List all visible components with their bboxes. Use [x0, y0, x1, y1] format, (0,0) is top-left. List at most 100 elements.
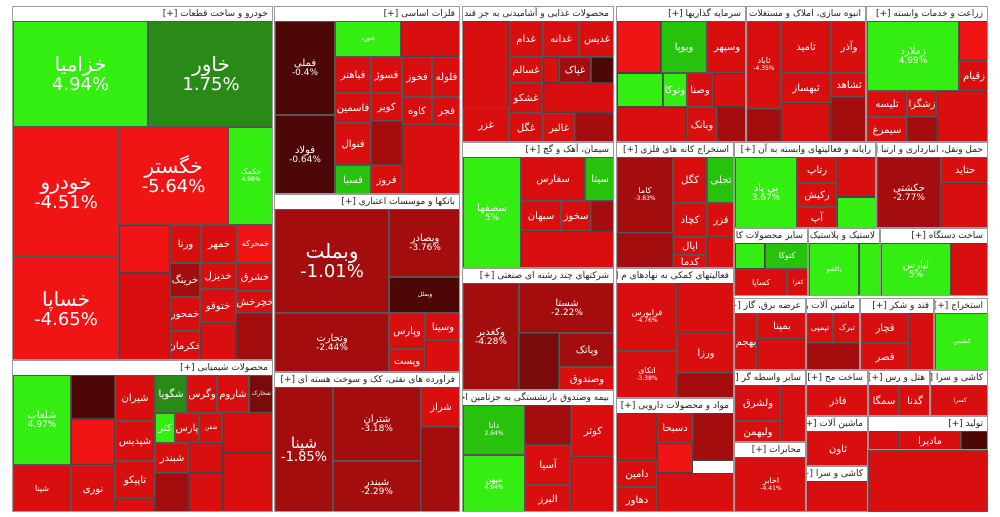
minor-tile[interactable]: [119, 273, 170, 359]
tile-1[interactable]: ویوپا: [661, 21, 707, 73]
sector-title[interactable]: ساخت مح [+]: [807, 371, 867, 386]
tile-10[interactable]: تاپیکو: [115, 461, 155, 499]
minor-tile[interactable]: [155, 473, 189, 511]
minor-tile[interactable]: [401, 21, 459, 57]
sector-pharma[interactable]: مواد و محصولات دارویی [+] دسبحا دامین ده…: [616, 398, 734, 512]
tile-5[interactable]: ایال: [673, 237, 707, 255]
sector-title[interactable]: هتل و رس [+]: [869, 371, 929, 386]
tile-9[interactable]: خرینگ: [170, 263, 200, 297]
minor-tile[interactable]: [831, 97, 865, 141]
tile-10[interactable]: خدیزل: [200, 263, 236, 289]
sector-title[interactable]: کاشی و سرا [+]: [931, 371, 987, 386]
sector-mining[interactable]: استخراج [+] کطبس: [934, 298, 988, 370]
sector-title[interactable]: فراورده های نفتی، کک و سوخت هسته ای [+]: [275, 373, 459, 388]
minor-tile[interactable]: [869, 431, 899, 449]
sector-title[interactable]: فلزات اساسی [+]: [275, 7, 459, 22]
tile-3[interactable]: آپ: [797, 207, 837, 227]
tile-1[interactable]: تبرک: [833, 313, 859, 343]
tile-3[interactable]: شگویا: [155, 375, 187, 413]
sector-title[interactable]: بانکها و موسسات اعتباری [+]: [275, 195, 459, 210]
tile-14[interactable]: ختوقو: [200, 289, 236, 323]
tile-7[interactable]: فجر: [432, 97, 459, 125]
minor-tile[interactable]: [657, 443, 693, 473]
minor-tile[interactable]: [677, 283, 733, 333]
sector-rubber-plastic[interactable]: لاستیک و پلاستیک [+] پاکشو: [808, 228, 880, 296]
tile-0[interactable]: قچار: [861, 313, 909, 343]
tile-0[interactable]: فاذر: [807, 385, 867, 415]
sector-title[interactable]: محصولات غذایی و آشامیدنی به جز قند و [+]: [463, 7, 613, 22]
tile-1[interactable]: حتاید: [941, 157, 987, 183]
tile-6[interactable]: کاوه: [402, 97, 432, 125]
minor-tile[interactable]: [907, 117, 937, 141]
sector-oil-products[interactable]: فراورده های نفتی، کک و سوخت هسته ای [+] …: [274, 372, 460, 512]
minor-tile[interactable]: [223, 413, 272, 453]
sector-investments[interactable]: سرمایه گذاریها [+] ویوپا وسپهر وتوکا وصن…: [616, 6, 746, 142]
sector-title[interactable]: قند و شکر [+]: [861, 299, 933, 314]
tile-0[interactable]: بهجم: [735, 313, 757, 369]
sector-title[interactable]: تولید [+]: [869, 417, 987, 432]
sector-title[interactable]: ماشین آلات [+]: [807, 417, 867, 432]
sector-real-estate[interactable]: انبوه سازی، املاک و مستغلات [+] ثاباد-4.…: [746, 6, 866, 142]
minor-tile[interactable]: [425, 341, 459, 371]
tile-0[interactable]: شلعاب 4.97%: [13, 375, 71, 465]
sector-title[interactable]: ماشین آلات و [+]: [807, 299, 859, 314]
minor-tile[interactable]: [543, 57, 559, 83]
tile-3[interactable]: سبهان: [521, 201, 561, 231]
tile-4[interactable]: فزر: [707, 203, 733, 237]
sector-title[interactable]: شرکتهای چند رشته ای صنعتی [+]: [463, 269, 613, 284]
tile-2[interactable]: خودرو -4.51%: [13, 127, 119, 257]
tile-11[interactable]: فسبا: [335, 165, 371, 193]
minor-tile[interactable]: [591, 201, 613, 231]
minor-tile[interactable]: [781, 385, 805, 441]
tile-2[interactable]: تلیسه: [867, 91, 907, 117]
tile-1[interactable]: سمگا: [869, 385, 899, 415]
minor-tile[interactable]: [837, 197, 875, 227]
sector-title[interactable]: فعالیتهای کمکی به نهادهای م [+]: [617, 269, 733, 284]
tile-0[interactable]: کگل: [673, 157, 707, 203]
sector-non-metallic-minerals[interactable]: سایر محصولات کانی غ [+] کتوکا کساپا کفرا: [734, 228, 808, 296]
tile-1[interactable]: وبصادر -3.76%: [389, 209, 459, 277]
sector-agriculture[interactable]: زراعت و خدمات وابسته [+] زملارد 4.99% زقی…: [866, 6, 988, 142]
tile-0[interactable]: کسرا: [931, 385, 987, 415]
sector-financial-support[interactable]: فعالیتهای کمکی به نهادهای م [+] فرابورس-…: [616, 268, 734, 398]
minor-tile[interactable]: [543, 83, 613, 113]
tile-12[interactable]: خچرخش: [236, 291, 272, 313]
tile-8[interactable]: خمحرکه: [237, 225, 272, 263]
tile-1[interactable]: شتران -3.18%: [333, 387, 421, 461]
minor-tile[interactable]: [937, 91, 987, 141]
tile-4[interactable]: البرز: [525, 485, 571, 511]
sector-chemicals[interactable]: محصولات شیمیایی [+] شلعاب 4.97% شپنا شیرا…: [12, 360, 273, 512]
minor-tile[interactable]: [959, 21, 987, 61]
tile-12[interactable]: شخارک: [249, 375, 272, 413]
sector-automotive[interactable]: خودرو و ساخت قطعات [+] خزامیا 4.94% خاور 1…: [12, 6, 273, 360]
tile-13[interactable]: شفن: [199, 413, 223, 443]
tile-3[interactable]: آسیا: [525, 445, 571, 485]
sector-misc[interactable]: کاشی و سرا [+] کسرا: [930, 370, 988, 416]
sector-title[interactable]: استخراج [+]: [935, 299, 987, 314]
tile-2[interactable]: کاما -3.83%: [617, 157, 673, 233]
tile-1[interactable]: فولاد -0.64%: [275, 115, 335, 193]
minor-tile[interactable]: [941, 183, 987, 227]
sector-title[interactable]: سایر واسطه گر [+]: [735, 371, 805, 386]
minor-tile[interactable]: [807, 481, 867, 511]
tile-1[interactable]: دامین: [617, 461, 657, 487]
minor-tile[interactable]: [71, 419, 115, 465]
minor-tile[interactable]: [591, 57, 613, 83]
tile-1[interactable]: کوثر: [571, 405, 613, 457]
tile-10[interactable]: فنوال: [335, 123, 371, 165]
tile-7[interactable]: خمهر: [201, 225, 237, 263]
tile-11[interactable]: خشرق: [236, 263, 272, 291]
tile-7[interactable]: کلر: [155, 413, 175, 443]
tile-0[interactable]: وکغدیر -4.28%: [463, 283, 519, 389]
sector-title[interactable]: سیمان، آهک و گچ [+]: [463, 143, 613, 158]
tile-2[interactable]: ورزا: [677, 333, 733, 373]
tile-1[interactable]: رتاپ: [797, 157, 837, 183]
minor-tile[interactable]: [200, 323, 236, 359]
tile-9[interactable]: فاسمین: [335, 93, 371, 123]
tile-4[interactable]: وبانک: [687, 107, 717, 141]
sector-title[interactable]: محابرات [+]: [735, 443, 805, 458]
tile-4[interactable]: فسوژ: [371, 57, 402, 93]
sector-utilities[interactable]: عرضه برق، گاز [+] بمپنا بهجم: [734, 298, 806, 370]
minor-tile[interactable]: [519, 333, 559, 389]
tile-0[interactable]: سصفها 5%: [463, 157, 521, 267]
